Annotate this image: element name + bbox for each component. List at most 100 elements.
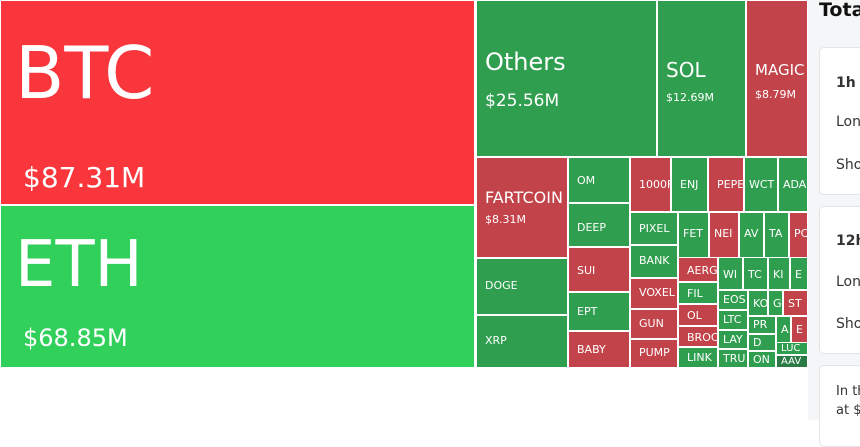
- tile-gun[interactable]: GUN: [630, 309, 678, 339]
- tile-e[interactable]: E: [790, 257, 808, 290]
- tile-magic[interactable]: MAGIC $8.79M: [746, 0, 808, 157]
- tile-symbol: AAV: [781, 356, 802, 367]
- tile-symbol: PIXEL: [639, 222, 670, 235]
- long-label: Lon: [836, 274, 860, 290]
- tile-symbol: FARTCOIN: [485, 188, 563, 207]
- panel-title: Tota: [819, 0, 860, 21]
- tile-symbol: TA: [769, 227, 783, 240]
- tile-sol[interactable]: SOL $12.69M: [657, 0, 746, 157]
- card-12h: 12h Lon Sho: [819, 206, 860, 354]
- tile-sui[interactable]: SUI: [568, 247, 630, 292]
- tile-om[interactable]: OM: [568, 157, 630, 203]
- tile-st[interactable]: ST: [783, 290, 808, 316]
- tile-link[interactable]: LINK: [678, 347, 718, 368]
- tile-symbol: AERG: [687, 264, 718, 277]
- tile-e[interactable]: E: [791, 316, 808, 343]
- tile-symbol: WI: [723, 268, 738, 281]
- tile-nei[interactable]: NEI: [709, 212, 739, 258]
- tile-symbol: E: [795, 268, 802, 281]
- tile-ta[interactable]: TA: [764, 212, 789, 258]
- tile-symbol: FIL: [687, 287, 703, 300]
- tile-symbol: DOGE: [485, 279, 518, 292]
- tile-eth[interactable]: ETH $68.85M: [0, 205, 475, 368]
- tile-doge[interactable]: DOGE: [476, 258, 568, 315]
- tile-symbol: A: [781, 323, 789, 336]
- tile-aav[interactable]: AAV: [776, 355, 808, 368]
- tile-pr[interactable]: PR: [748, 316, 776, 334]
- tile-lay[interactable]: LAY: [718, 330, 748, 349]
- tile-symbol: ENJ: [680, 178, 699, 191]
- tile-1000f[interactable]: 1000F: [630, 157, 671, 212]
- tile-symbol: D: [753, 336, 762, 349]
- tile-symbol: ADA: [783, 178, 807, 191]
- tile-luc[interactable]: LUC: [776, 342, 808, 355]
- tile-symbol: BANK: [639, 254, 670, 267]
- tile-d[interactable]: D: [748, 334, 776, 351]
- tile-fet[interactable]: FET: [678, 212, 709, 258]
- tile-symbol: LAY: [723, 333, 743, 346]
- tile-xrp[interactable]: XRP: [476, 315, 568, 368]
- tile-symbol: SOL: [666, 58, 706, 82]
- tile-symbol: ST: [788, 297, 802, 310]
- tile-ada[interactable]: ADA: [778, 157, 808, 212]
- tile-on[interactable]: ON: [748, 351, 776, 368]
- tile-symbol: G: [773, 297, 782, 310]
- tile-ko[interactable]: KO: [748, 290, 768, 316]
- tile-tru[interactable]: TRU: [718, 349, 748, 368]
- summary-card: In th at $: [819, 365, 860, 447]
- tile-btc[interactable]: BTC $87.31M: [0, 0, 475, 205]
- tile-symbol: PUMP: [639, 346, 670, 359]
- tile-ept[interactable]: EPT: [568, 292, 630, 331]
- tile-pump[interactable]: PUMP: [630, 339, 678, 368]
- tile-symbol: 1000F: [639, 178, 671, 191]
- tile-symbol: TRU: [723, 352, 746, 365]
- tile-tc[interactable]: TC: [743, 257, 768, 290]
- tile-symbol: LUC: [781, 343, 801, 354]
- tile-eos[interactable]: EOS: [718, 290, 748, 310]
- tile-pc[interactable]: PC: [789, 212, 808, 258]
- tile-g[interactable]: G: [768, 290, 783, 316]
- tile-voxel[interactable]: VOXEL: [630, 278, 678, 309]
- liquidation-treemap: BTC $87.31M ETH $68.85M Others $25.56M SOL $12.…: [0, 0, 808, 368]
- tile-fil[interactable]: FIL: [678, 282, 718, 304]
- tile-av[interactable]: AV: [739, 212, 764, 258]
- tile-baby[interactable]: BABY: [568, 331, 630, 368]
- tile-symbol: LTC: [723, 313, 742, 326]
- tile-symbol: OL: [687, 309, 702, 322]
- tile-symbol: EPT: [577, 305, 598, 318]
- summary-text: In th: [836, 384, 860, 399]
- tile-wct[interactable]: WCT: [744, 157, 778, 212]
- tile-a[interactable]: A: [776, 316, 791, 343]
- tile-ki[interactable]: KI: [768, 257, 790, 290]
- tile-enj[interactable]: ENJ: [671, 157, 708, 212]
- tile-pepe[interactable]: PEPE: [708, 157, 744, 212]
- tile-symbol: KO: [753, 297, 768, 310]
- short-label: Sho: [836, 316, 860, 332]
- tile-pixel[interactable]: PIXEL: [630, 212, 678, 245]
- tile-symbol: PC: [794, 227, 808, 240]
- tile-wi[interactable]: WI: [718, 257, 743, 290]
- period-label: 12h: [836, 233, 860, 249]
- tile-aerg[interactable]: AERG: [678, 257, 718, 282]
- tile-symbol: VOXEL: [639, 286, 675, 299]
- short-label: Sho: [836, 157, 860, 173]
- tile-value: $8.79M: [755, 88, 796, 101]
- tile-symbol: GUN: [639, 317, 664, 330]
- card-1h: 1h Lon Sho: [819, 47, 860, 195]
- tile-symbol: BTC: [15, 31, 155, 115]
- tile-symbol: LINK: [687, 351, 712, 364]
- tile-bank[interactable]: BANK: [630, 245, 678, 278]
- tile-others[interactable]: Others $25.56M: [476, 0, 657, 157]
- tile-symbol: Others: [485, 48, 566, 76]
- tile-value: $25.56M: [485, 91, 560, 111]
- tile-symbol: BABY: [577, 343, 606, 356]
- tile-ol[interactable]: OL: [678, 304, 718, 326]
- tile-ltc[interactable]: LTC: [718, 310, 748, 330]
- tile-deep[interactable]: DEEP: [568, 203, 630, 247]
- tile-symbol: WCT: [749, 178, 775, 191]
- tile-symbol: SUI: [577, 264, 596, 277]
- tile-value: $12.69M: [666, 91, 714, 104]
- tile-symbol: NEI: [714, 227, 733, 240]
- tile-fartcoin[interactable]: FARTCOIN $8.31M: [476, 157, 568, 258]
- tile-broc[interactable]: BROC: [678, 326, 718, 347]
